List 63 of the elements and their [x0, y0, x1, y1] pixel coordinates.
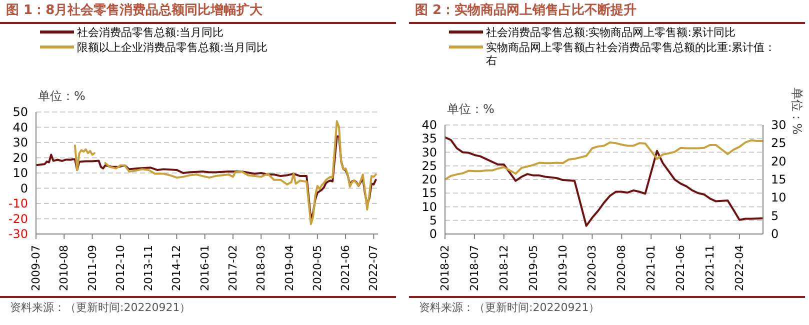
x-tick-label: 2022-07: [367, 245, 380, 291]
x-tick-label: 2009-07: [30, 245, 42, 291]
x-tick-label: 2017-02: [226, 245, 240, 291]
text: 资料来源：（更新时间:20220921）: [419, 300, 601, 315]
x-tick-label: 2021-06: [339, 245, 352, 291]
y2-tick-label: 25: [771, 136, 786, 150]
y-axis-title: 单位：%: [447, 102, 494, 116]
x-tick-label: 2018-02: [438, 245, 452, 291]
x-tick-label: 2019-04: [282, 245, 296, 291]
chart-title: 图 1：8月社会零售消费品总额同比增幅扩大: [0, 0, 396, 24]
x-tick-label: 2018-03: [254, 245, 268, 291]
x-tick-label: 2021-06: [674, 245, 688, 291]
x-tick-label: 2012-10: [114, 245, 127, 291]
y-tick-label: 0: [429, 227, 437, 241]
x-tick-label: 2020-08: [615, 245, 628, 291]
x-tick-label: 2021-11: [704, 245, 716, 291]
y-tick-label: 25: [422, 158, 437, 173]
y-tick-label: 10: [12, 166, 28, 180]
line-series: [445, 136, 763, 227]
y-tick-label: 0: [20, 181, 28, 196]
y-tick-label: 5: [429, 213, 437, 228]
legend-label: 社会消费品零售总额:实物商品网上零售额:累计同比: [486, 26, 736, 39]
y-tick-label: -30: [8, 227, 28, 241]
x-tick-label: 2020-05: [310, 245, 324, 291]
y-axis-title: 单位：%: [38, 89, 86, 103]
y-tick-label: 40: [12, 120, 28, 134]
y-tick-label: 15: [422, 186, 437, 200]
x-tick-label: 2011-09: [86, 245, 99, 291]
text: 资料来源：（更新时间:20220921）: [10, 300, 192, 315]
x-tick-label: 2021-01: [644, 245, 658, 291]
chart-title: 图 2：实物商品网上销售占比不断提升: [409, 0, 805, 24]
x-tick-label: 2018-07: [468, 245, 481, 291]
x-tick-label: 2016-01: [198, 245, 212, 291]
y-tick-label: 20: [422, 172, 437, 186]
y2-tick-label: 10: [771, 190, 786, 205]
x-tick-label: 2014-12: [170, 245, 184, 291]
x-tick-label: 2018-12: [497, 245, 510, 291]
y2-tick-label: 15: [771, 172, 786, 186]
x-tick-label: 2020-03: [586, 245, 599, 291]
x-tick-label: 2019-10: [556, 245, 570, 291]
legend-label: 限额以上企业消费品零售总额:当月同比: [77, 41, 268, 54]
y-tick-label: 50: [12, 105, 28, 119]
y-tick-label: 40: [422, 118, 437, 132]
y2-tick-label: 30: [771, 118, 786, 132]
y-tick-label: 20: [12, 150, 28, 165]
y-tick-label: 30: [422, 145, 437, 160]
y-tick-label: -10: [8, 196, 28, 210]
line-series: [36, 135, 377, 221]
x-tick-label: 2019-05: [526, 245, 540, 291]
y-tick-label: 35: [422, 132, 437, 146]
legend-label: 社会消费品零售总额:当月同比: [77, 26, 224, 39]
x-tick-label: 2010-08: [58, 245, 71, 291]
y2-axis-title: 单位：%: [790, 87, 804, 135]
x-tick-label: 2013-11: [142, 245, 156, 291]
y-tick-label: 30: [12, 136, 28, 150]
y-tick-label: -20: [8, 212, 28, 226]
y2-tick-label: 5: [771, 208, 779, 223]
legend-label: 实物商品网上零售额占社会消费品零售总额的比重:累计值：右: [486, 41, 777, 67]
y2-tick-label: 20: [771, 154, 786, 168]
x-tick-label: 2022-04: [732, 245, 746, 291]
line-series: [445, 139, 763, 180]
y-tick-label: 10: [422, 200, 437, 214]
y2-tick-label: 0: [771, 227, 779, 241]
